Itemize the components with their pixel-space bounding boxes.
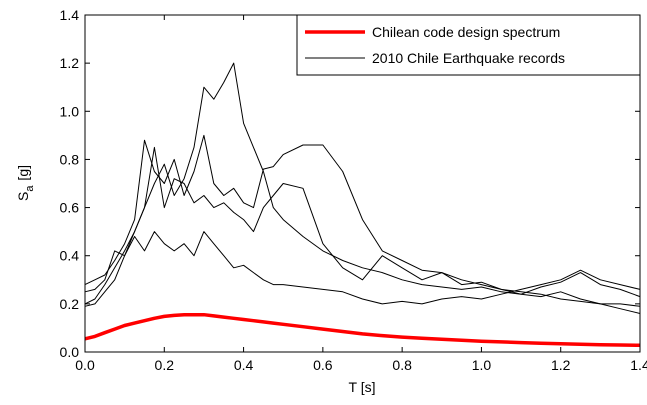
y-tick-label: 1.4: [60, 7, 80, 23]
legend-label: 2010 Chile Earthquake records: [372, 50, 565, 66]
series-line: [84, 231, 641, 307]
y-tick-label: 0.6: [60, 200, 80, 216]
y-tick-label: 0.2: [60, 296, 80, 312]
series-line: [84, 312, 641, 348]
x-axis-label: T [s]: [349, 379, 376, 395]
y-tick-label: 1.2: [60, 55, 80, 71]
x-tick-label: 0.4: [234, 357, 254, 373]
x-tick-label: 1.4: [630, 357, 647, 373]
y-axis-label-unit: [g]: [15, 165, 31, 181]
x-tick-label: 0.8: [392, 357, 412, 373]
legend-label: Chilean code design spectrum: [372, 24, 560, 40]
y-tick-label: 1.0: [60, 103, 80, 119]
series-line: [84, 62, 641, 314]
x-tick-label: 1.2: [551, 357, 571, 373]
legend: Chilean code design spectrum 2010 Chile E…: [296, 14, 641, 76]
y-tick-label: 0.8: [60, 151, 80, 167]
series-line: [84, 146, 641, 298]
x-tick-label: 0.0: [75, 357, 95, 373]
x-tick-label: 1.0: [472, 357, 492, 373]
x-tick-label: 0.2: [155, 357, 175, 373]
x-tick-label: 0.6: [313, 357, 333, 373]
y-tick-label: 0.4: [60, 248, 80, 264]
legend-box: [296, 14, 641, 76]
y-axis-label-main: S: [15, 192, 31, 201]
y-axis-label-sub: a: [24, 185, 36, 192]
y-axis-label: Sa [g]: [15, 165, 36, 201]
y-tick-label: 0.0: [60, 344, 80, 360]
